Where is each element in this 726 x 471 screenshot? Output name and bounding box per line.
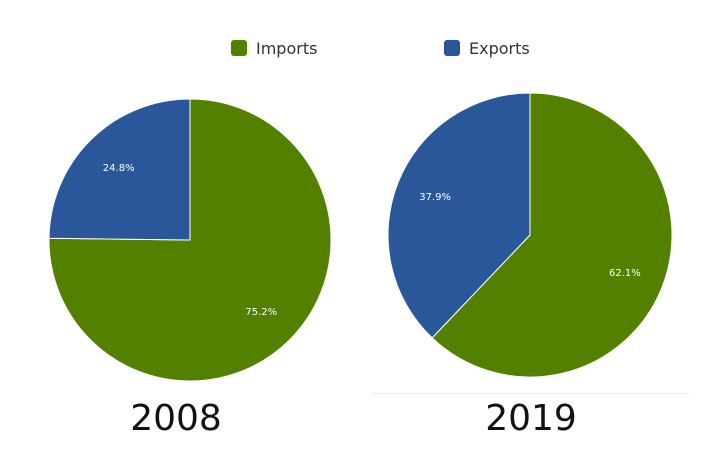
slice-label-2008-exports: 24.8%	[103, 163, 135, 174]
chart-legend: Imports Exports	[0, 36, 726, 60]
pie-slice-2019-imports[interactable]	[431, 92, 673, 378]
chart-title-2008: 2008	[130, 398, 222, 439]
pie-slice-2019-exports[interactable]	[387, 92, 531, 339]
slice-label-2008-imports: 75.2%	[245, 307, 277, 318]
legend-item-imports[interactable]: Imports	[231, 36, 317, 60]
legend-label-imports: Imports	[256, 38, 318, 58]
pie-2019: 62.1% 37.9%	[387, 92, 673, 378]
pie-2008: 75.2% 24.8%	[48, 98, 332, 382]
pie-slice-2008-exports[interactable]	[48, 98, 191, 241]
slice-label-2019-exports: 37.9%	[419, 192, 451, 203]
legend-label-exports: Exports	[469, 38, 530, 58]
divider	[373, 393, 689, 394]
pie-slice-2008-imports[interactable]	[48, 98, 332, 382]
chart-title-2019: 2019	[485, 398, 577, 439]
legend-swatch-exports	[444, 40, 460, 56]
slice-label-2019-imports: 62.1%	[609, 268, 641, 279]
legend-item-exports[interactable]: Exports	[444, 36, 530, 60]
legend-swatch-imports	[231, 40, 247, 56]
